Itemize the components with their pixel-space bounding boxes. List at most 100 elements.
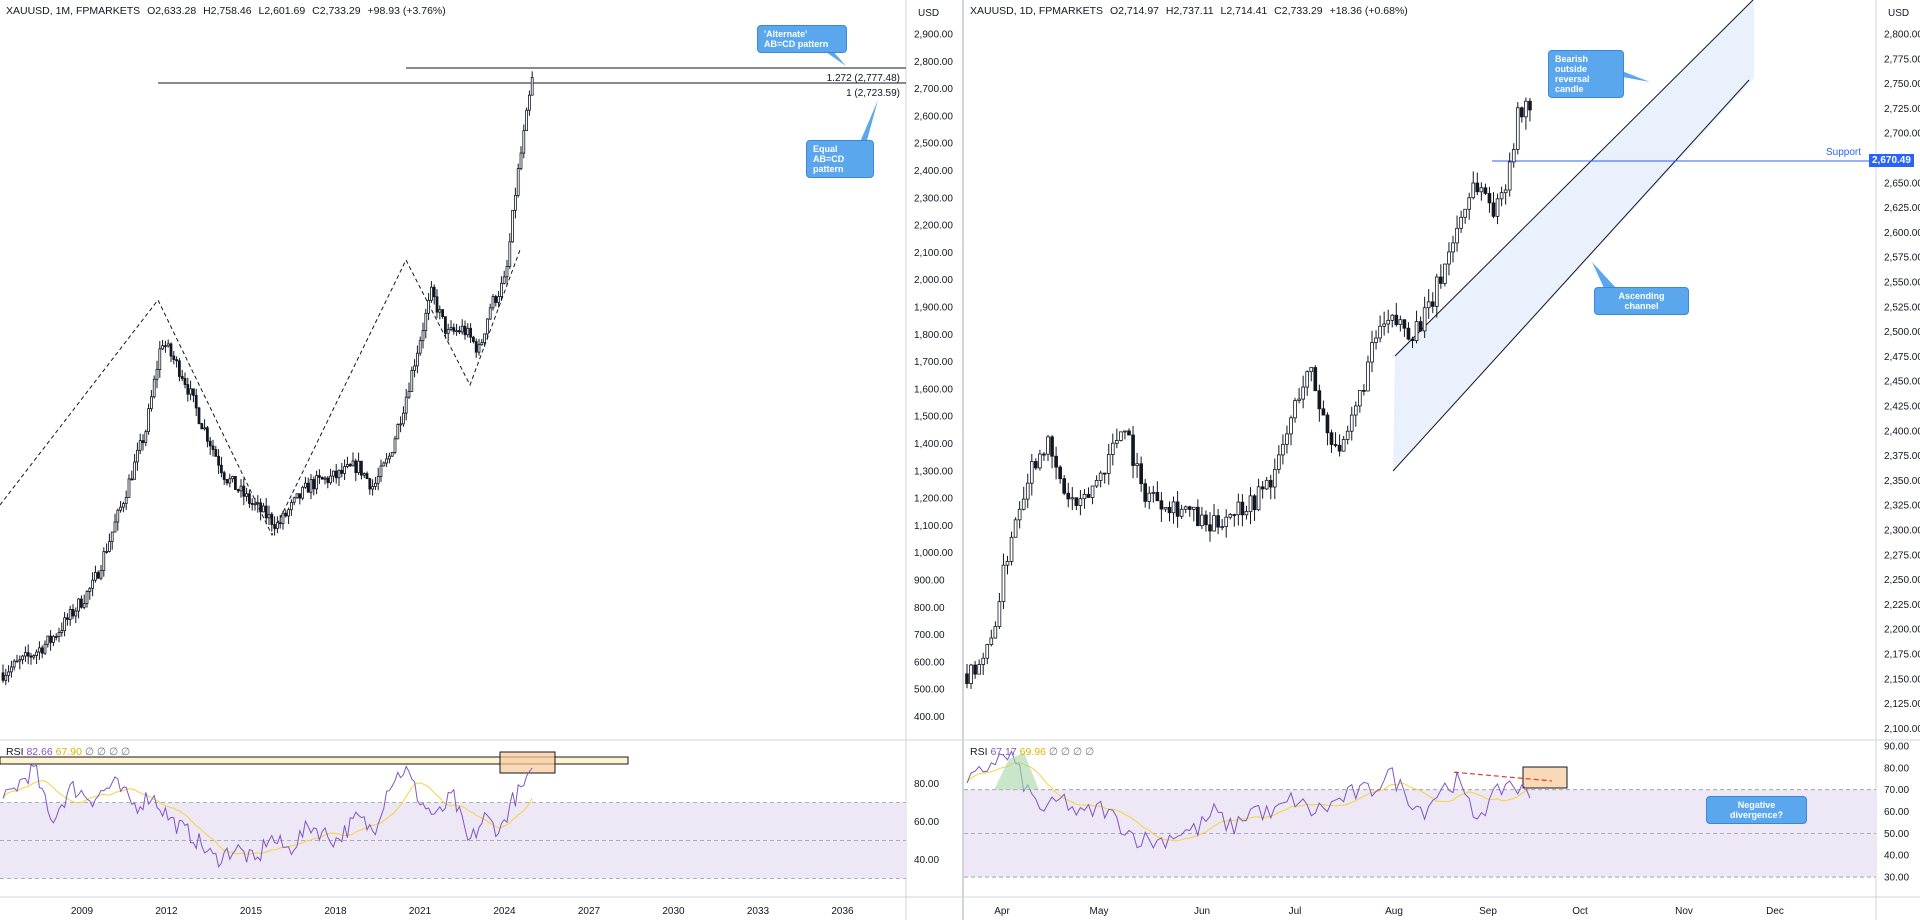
candle-body	[1013, 519, 1018, 538]
candle	[1455, 215, 1459, 252]
candle-body	[348, 464, 352, 467]
candle	[360, 460, 363, 480]
candle	[292, 496, 296, 506]
candle-body	[1418, 321, 1423, 332]
abcd-dashed-path	[0, 249, 521, 537]
candle	[270, 512, 274, 532]
candle	[404, 388, 408, 421]
candle	[334, 463, 338, 484]
daily-chart-canvas[interactable]: USD 2,800.00 2,775.00 2,750.00 2,725.00 2,700…	[964, 0, 1920, 920]
daily-candles	[965, 97, 1532, 689]
candle-body	[183, 378, 187, 385]
candle	[1244, 505, 1249, 520]
candle	[138, 433, 142, 455]
candle	[407, 382, 411, 399]
candle	[469, 323, 472, 343]
candle	[18, 655, 22, 670]
rsi-tick-label: 50.00	[1884, 829, 1909, 840]
candle-body	[206, 427, 209, 442]
candle-body	[516, 168, 520, 196]
candle	[1309, 367, 1314, 382]
candle	[141, 434, 145, 451]
monthly-chart-pane[interactable]: USD 2,900.00 2,800.00 2,700.00 2,600.00 2,500…	[0, 0, 962, 920]
candle	[245, 487, 248, 502]
candle	[1317, 384, 1322, 422]
rsi-line	[2, 764, 533, 868]
callout-equal-abcd[interactable]: Equal AB=CD pattern	[806, 140, 874, 178]
candle-body	[374, 482, 377, 487]
candle	[1353, 401, 1358, 427]
candle	[248, 490, 251, 508]
candle	[1110, 433, 1115, 466]
candle	[1402, 319, 1407, 337]
candle-body	[21, 655, 24, 661]
callout-negative-divergence[interactable]: Negative divergence?	[1706, 796, 1807, 824]
daily-chart-pane[interactable]: USD 2,800.00 2,775.00 2,750.00 2,725.00 2,700…	[964, 0, 1920, 920]
candle	[474, 338, 478, 358]
candle-body	[312, 479, 316, 490]
rsi-ma-line	[966, 761, 1531, 842]
candle-body	[1001, 564, 1006, 603]
candle-body	[1, 672, 5, 681]
candle-body	[105, 551, 108, 553]
candle-body	[113, 521, 117, 533]
candle-body	[1329, 432, 1334, 445]
candle-body	[410, 370, 414, 392]
rsi-value: 82.66	[26, 746, 53, 758]
candle-body	[1240, 501, 1245, 516]
candle-body	[441, 309, 444, 318]
legend-low: L2,714.41	[1220, 5, 1268, 17]
candle	[1252, 494, 1257, 521]
price-tick-label: 2,700.00	[914, 84, 953, 95]
candle	[973, 661, 977, 679]
candle	[85, 590, 89, 608]
callout-ascending-channel[interactable]: Ascending channel	[1594, 287, 1689, 315]
candle-body	[180, 376, 184, 379]
candle	[483, 333, 486, 347]
callout-alternate-abcd[interactable]: 'Alternate' AB=CD pattern	[757, 25, 847, 53]
candle	[46, 635, 50, 648]
candle	[1272, 458, 1277, 499]
candle	[1005, 555, 1010, 575]
candle	[108, 533, 111, 553]
candle	[124, 490, 128, 510]
candle-body	[200, 423, 204, 430]
candle-body	[1479, 187, 1484, 193]
monthly-chart-canvas[interactable]: USD 2,900.00 2,800.00 2,700.00 2,600.00 2,500…	[0, 0, 962, 920]
candle	[10, 660, 13, 678]
candle	[519, 146, 523, 171]
candle-body	[1434, 276, 1439, 307]
candle	[242, 478, 246, 506]
candle	[262, 502, 265, 513]
candle-body	[214, 449, 218, 457]
candle	[169, 342, 173, 363]
candle	[1187, 505, 1192, 517]
candle-body	[136, 449, 139, 463]
candle	[1426, 289, 1431, 319]
candle	[150, 390, 153, 412]
level-1272-label: 1.272 (2,777.48)	[827, 73, 900, 84]
candle	[1475, 172, 1480, 196]
candle-body	[239, 485, 243, 492]
candle-body	[1520, 107, 1524, 118]
pane-divider[interactable]	[962, 0, 964, 920]
candle	[362, 472, 366, 479]
candle-body	[480, 342, 484, 346]
candle-body	[332, 470, 335, 477]
rsi-name: RSI	[970, 746, 988, 758]
candle	[1196, 499, 1200, 527]
candle-body	[1212, 515, 1216, 532]
candle	[460, 319, 464, 335]
candle-body	[326, 477, 330, 484]
candle-body	[172, 355, 176, 361]
candle-body	[49, 635, 52, 643]
candle-body	[1422, 307, 1427, 332]
callout-bearish-reversal[interactable]: Bearish outside reversal candle	[1548, 50, 1624, 98]
candle-body	[1200, 514, 1204, 527]
candle-body	[1515, 107, 1520, 150]
rsi-ma-value: 69.96	[1019, 746, 1046, 758]
candle	[466, 323, 470, 338]
candle	[264, 498, 268, 525]
candle-body	[337, 469, 341, 479]
candle	[102, 547, 106, 577]
